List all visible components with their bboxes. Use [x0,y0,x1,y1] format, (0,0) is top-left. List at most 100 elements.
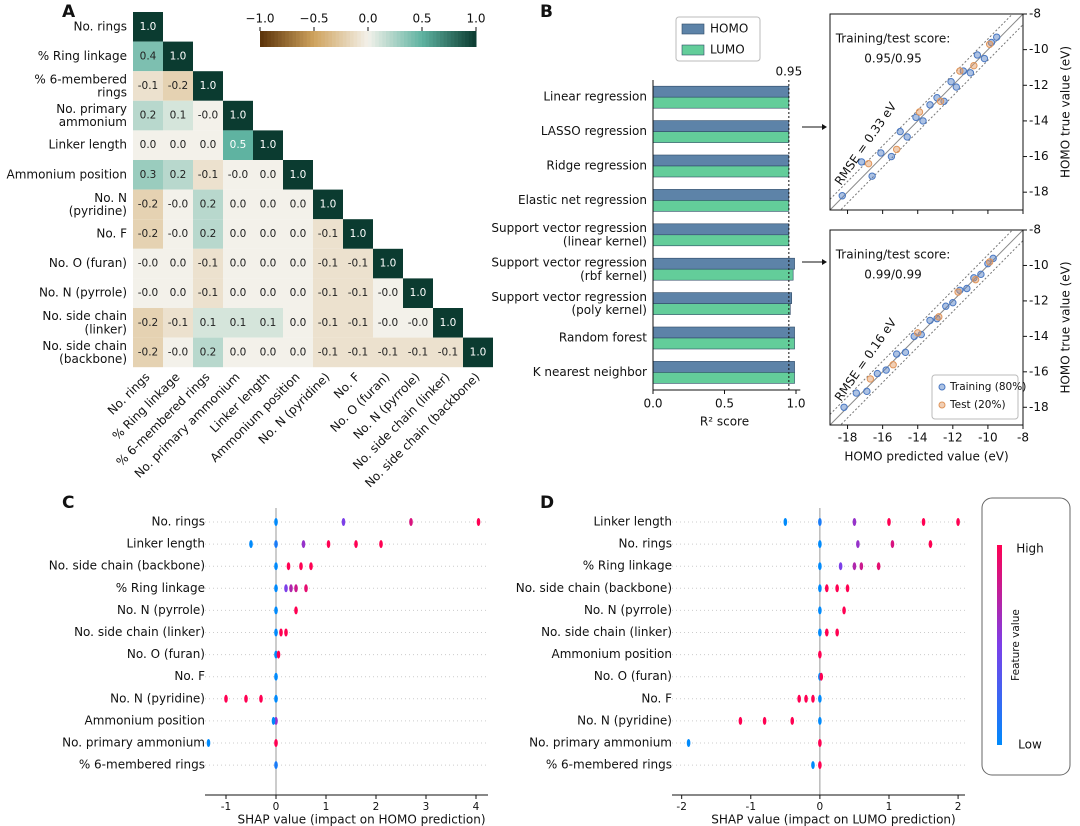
heatmap-cell [253,189,283,220]
shap-point [811,761,815,770]
heatmap-cell [163,130,193,160]
legend-swatch [681,23,705,35]
shap-point [835,584,839,593]
heatmap-cell [163,41,193,72]
shap-point [890,540,895,549]
cell-label: 1.0 [410,287,427,299]
colorbar-title: Feature value [1010,609,1022,681]
scatter-point [840,403,848,411]
cell-label: -0.2 [138,346,159,358]
cell-label: 0.0 [140,139,157,151]
heatmap-cell [253,337,283,368]
shap-point [299,562,303,571]
arrow-head [822,259,827,265]
heatmap-cell [223,160,253,190]
shap-point [274,694,278,703]
shap-point [279,628,283,637]
colorbar-tick-label: 1.0 [466,12,485,26]
y-tick-label: -12 [1029,78,1049,92]
scatter-point [926,101,934,109]
x-tick-label: -2 [676,801,686,813]
cell-label: -0.0 [168,346,189,358]
shap-point [845,584,850,593]
shap-point [876,562,881,571]
colorbar-segment [443,31,448,47]
heatmap-cell [403,308,433,338]
colorbar-segment [389,31,394,47]
colorbar-segment [450,31,455,47]
shap-point [309,562,313,571]
cell-label: -0.2 [138,198,159,210]
shap-point [271,716,276,725]
y-tick-label: No. O (furan) [594,669,672,683]
shap-point [804,694,808,703]
shap-point [835,628,839,637]
colorbar-segment [296,31,301,47]
cell-label: -0.2 [138,228,159,240]
y-tick-label: -14 [1029,329,1049,343]
x-tick-label: -14 [908,431,928,445]
heatmap-cell [283,248,313,279]
y-tick-label: No. N (pyrrole) [584,603,672,617]
shap-point [274,761,278,770]
heatmap-cell [313,189,343,220]
heatmap-cell [163,278,193,308]
heatmap-cell [373,337,403,368]
cell-label: -0.1 [198,287,219,299]
heatmap-cell [253,278,283,308]
shap-point [326,540,331,549]
heatmap-cell [433,308,463,338]
x-tick-label: 1 [323,801,330,813]
y-tick-label: -12 [1029,293,1049,307]
y-tick-label: Support vector regression (linear kernel) [491,221,647,248]
colorbar-tick-label: 0.5 [412,12,431,26]
shap-point [852,562,857,571]
heatmap-cell [343,248,373,279]
cell-label: -0.2 [138,317,159,329]
colorbar-segment [357,31,362,47]
bar [652,303,791,315]
legend-marker [938,401,946,409]
colorbar-segment [321,31,326,47]
x-tick-label: 0.0 [643,397,662,411]
shap-point [274,739,278,747]
legend-swatch [681,44,705,56]
shap-point [797,694,801,703]
x-tick-label: 4 [473,801,480,813]
bar [652,96,790,109]
shap-point [354,540,358,549]
heatmap-cell [253,219,283,249]
cell-label: 1.0 [470,346,487,358]
y-tick-label: Support vector regression (poly kernel) [491,290,647,317]
y-tick-label: % 6-membered rings [79,758,205,772]
scatter-point [882,366,890,374]
x-tick-label: 0.5 [715,397,734,411]
cell-label: 0.0 [260,169,277,181]
heatmap-cell [283,189,313,220]
x-tick-label: 0 [273,801,280,813]
cell-label: 0.0 [230,346,247,358]
y-tick-label: No. rings [152,515,205,529]
colorbar-segment [418,31,423,47]
scatter-point [896,127,904,136]
shap-point [224,694,228,703]
y-tick-label: No. side chain (backbone) [516,581,672,595]
annotation: RMSE = 0.33 eV [832,99,900,188]
cell-label: 0.1 [230,317,247,329]
x-axis-label: R² score [700,415,749,429]
y-tick-label: -14 [1029,113,1049,127]
bar [652,372,795,384]
colorbar-segment [368,31,373,47]
colorbar-segment [353,31,358,47]
cell-label: 0.0 [260,287,277,299]
shap-point [762,716,767,725]
plot-area [830,230,1023,425]
y-tick-label: % Ring linkage [38,49,127,63]
heatmap-cell [223,248,253,279]
cell-label: 0.0 [290,258,307,270]
cell-label: 1.0 [170,50,187,62]
cell-label: 0.0 [170,139,187,151]
y-tick-label: No. side chain (linker) [74,625,205,639]
cell-label: -0.1 [168,317,189,329]
